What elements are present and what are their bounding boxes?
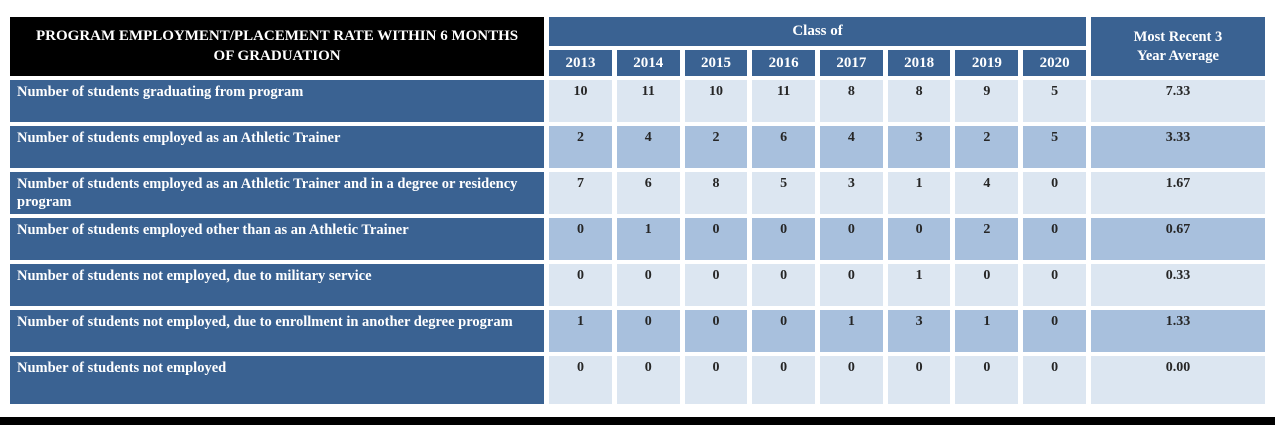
value-cell: 0 [616, 264, 680, 307]
value-cell: 0 [820, 356, 883, 405]
value-cell: 2 [684, 126, 748, 168]
table-row: Number of students employed as an Athlet… [10, 126, 1265, 168]
value-cell: 3 [820, 172, 883, 215]
value-cell: 2 [955, 126, 1019, 168]
class-of-header: Class of [549, 17, 1086, 46]
row-label: Number of students employed as an Athlet… [10, 172, 545, 215]
value-cell: 0 [820, 218, 883, 261]
value-cell: 7 [549, 172, 612, 215]
value-cell: 1 [955, 310, 1019, 353]
value-cell: 4 [820, 126, 883, 168]
average-cell: 0.67 [1090, 218, 1265, 261]
value-cell: 5 [1023, 80, 1086, 122]
value-cell: 0 [752, 356, 816, 405]
table-row: Number of students not employed 0 0 0 0 0 0 0 0 0… [10, 356, 1265, 405]
value-cell: 0 [1023, 310, 1086, 353]
value-cell: 0 [616, 356, 680, 405]
value-cell: 0 [955, 356, 1019, 405]
value-cell: 0 [752, 264, 816, 307]
year-header-2015: 2015 [684, 50, 748, 76]
average-cell: 7.33 [1090, 80, 1265, 122]
year-header-2019: 2019 [955, 50, 1019, 76]
header-row-top: PROGRAM EMPLOYMENT/PLACEMENT RATE WITHIN… [10, 17, 1265, 76]
row-label: Number of students graduating from progr… [10, 80, 545, 122]
value-cell: 1 [887, 172, 951, 215]
value-cell: 4 [955, 172, 1019, 215]
table-title-line2: OF GRADUATION [213, 47, 341, 64]
value-cell: 0 [1023, 218, 1086, 261]
value-cell: 0 [684, 310, 748, 353]
value-cell: 0 [684, 356, 748, 405]
value-cell: 8 [820, 80, 883, 122]
value-cell: 1 [820, 310, 883, 353]
row-label: Number of students not employed, due to … [10, 264, 545, 307]
value-cell: 0 [820, 264, 883, 307]
table-row: Number of students not employed, due to … [10, 264, 1265, 307]
row-label: Number of students employed as an Athlet… [10, 126, 545, 168]
table-row: Number of students employed as an Athlet… [10, 172, 1265, 215]
value-cell: 10 [549, 80, 612, 122]
average-column-header-label: Most Recent 3 Year Average [1133, 29, 1223, 64]
value-cell: 1 [549, 310, 612, 353]
table-row: Number of students graduating from progr… [10, 80, 1265, 122]
value-cell: 0 [549, 264, 612, 307]
value-cell: 8 [887, 80, 951, 122]
value-cell: 1 [616, 218, 680, 261]
year-header-2017: 2017 [820, 50, 883, 76]
table-title-line1: PROGRAM EMPLOYMENT/PLACEMENT RATE WITHIN… [36, 28, 519, 44]
average-column-header: Most Recent 3 Year Average [1090, 17, 1265, 76]
average-cell: 0.00 [1090, 356, 1265, 405]
table-title: PROGRAM EMPLOYMENT/PLACEMENT RATE WITHIN… [10, 17, 545, 76]
value-cell: 0 [1023, 172, 1086, 215]
value-cell: 2 [955, 218, 1019, 261]
value-cell: 10 [684, 80, 748, 122]
value-cell: 1 [887, 264, 951, 307]
value-cell: 0 [955, 264, 1019, 307]
average-cell: 3.33 [1090, 126, 1265, 168]
table-row: Number of students employed other than a… [10, 218, 1265, 261]
value-cell: 0 [752, 218, 816, 261]
value-cell: 0 [684, 264, 748, 307]
bottom-border-bar [0, 417, 1275, 425]
value-cell: 2 [549, 126, 612, 168]
table-row: Number of students not employed, due to … [10, 310, 1265, 353]
average-cell: 1.33 [1090, 310, 1265, 353]
row-label: Number of students not employed, due to … [10, 310, 545, 353]
value-cell: 11 [616, 80, 680, 122]
value-cell: 0 [1023, 356, 1086, 405]
year-header-2014: 2014 [616, 50, 680, 76]
value-cell: 3 [887, 126, 951, 168]
value-cell: 0 [616, 310, 680, 353]
year-header-2020: 2020 [1023, 50, 1086, 76]
value-cell: 0 [1023, 264, 1086, 307]
value-cell: 0 [752, 310, 816, 353]
value-cell: 6 [752, 126, 816, 168]
year-header-row: 2013 2014 2015 2016 2017 2018 2019 2020 [10, 50, 1265, 76]
value-cell: 11 [752, 80, 816, 122]
year-header-2013: 2013 [549, 50, 612, 76]
value-cell: 0 [887, 218, 951, 261]
value-cell: 5 [1023, 126, 1086, 168]
value-cell: 5 [752, 172, 816, 215]
value-cell: 4 [616, 126, 680, 168]
value-cell: 6 [616, 172, 680, 215]
row-label: Number of students not employed [10, 356, 545, 405]
placement-rate-table: PROGRAM EMPLOYMENT/PLACEMENT RATE WITHIN… [5, 13, 1270, 408]
year-header-2016: 2016 [752, 50, 816, 76]
value-cell: 0 [887, 356, 951, 405]
value-cell: 3 [887, 310, 951, 353]
value-cell: 0 [549, 356, 612, 405]
value-cell: 0 [549, 218, 612, 261]
year-header-2018: 2018 [887, 50, 951, 76]
average-cell: 0.33 [1090, 264, 1265, 307]
value-cell: 9 [955, 80, 1019, 122]
row-label: Number of students employed other than a… [10, 218, 545, 261]
average-cell: 1.67 [1090, 172, 1265, 215]
value-cell: 0 [684, 218, 748, 261]
value-cell: 8 [684, 172, 748, 215]
